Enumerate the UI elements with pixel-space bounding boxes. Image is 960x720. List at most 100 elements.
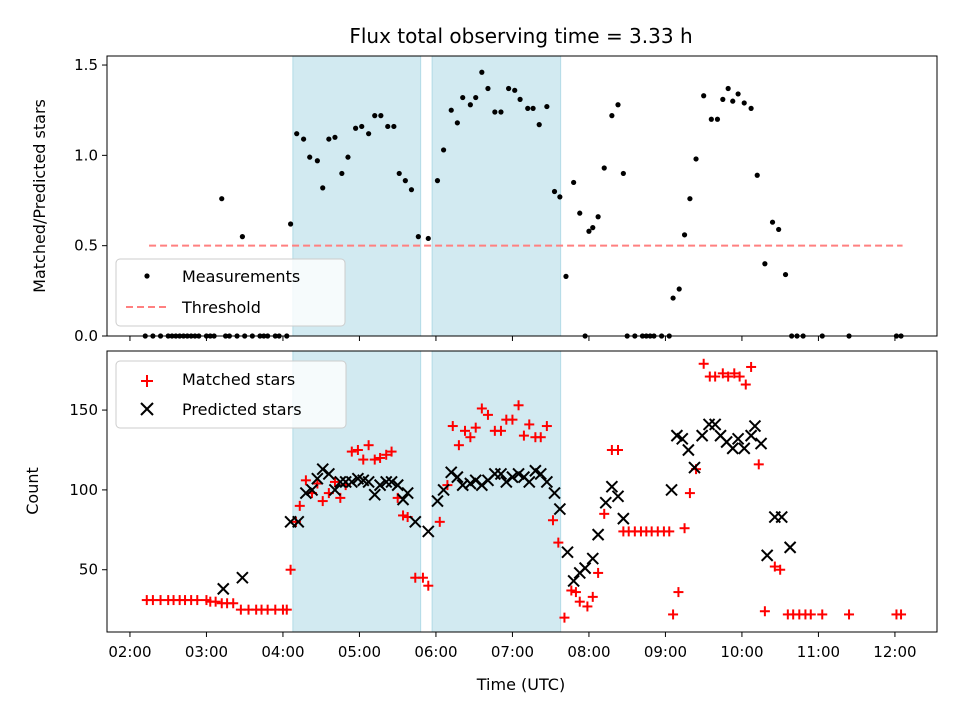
measurement-point-101 [741, 100, 747, 106]
x-tick-label-8: 10:00 [720, 643, 763, 661]
matched-point-104 [769, 561, 780, 572]
measurement-point-57 [479, 69, 485, 75]
measurement-point-77 [601, 165, 607, 171]
matched-point-72 [574, 596, 585, 607]
measurement-point-97 [720, 96, 726, 102]
predicted-point-8 [322, 467, 336, 481]
legend-measurements-marker [144, 273, 150, 279]
matched-point-89 [673, 587, 684, 598]
bottom-shaded-interval-1 [431, 350, 562, 633]
measurement-point-62 [512, 87, 518, 93]
x-tick-label-2: 04:00 [261, 643, 304, 661]
chart-title: Flux total observing time = 3.33 h [349, 24, 692, 48]
measurement-point-89 [670, 295, 676, 301]
measurement-point-99 [730, 98, 736, 104]
matched-point-111 [817, 609, 828, 620]
measurement-point-44 [391, 123, 397, 130]
predicted-point-71 [754, 437, 768, 450]
matched-point-65 [535, 432, 546, 443]
measurement-point-31 [307, 154, 313, 160]
matched-point-41 [386, 446, 397, 457]
legend-predicted-marker [140, 402, 154, 416]
predicted-point-66 [726, 442, 739, 455]
top-panel: 0.0 0.5 1.0 1.5 Matched/Predicted stars Mea… [30, 55, 938, 345]
matched-point-38 [369, 454, 380, 465]
predicted-point-4 [299, 486, 313, 500]
matched-point-35 [352, 444, 363, 455]
measurement-point-42 [378, 113, 384, 119]
top-panel-frame [106, 55, 938, 337]
predicted-point-59 [682, 443, 695, 457]
measurement-point-98 [725, 85, 731, 92]
matched-point-46 [417, 572, 428, 583]
measurement-point-55 [467, 102, 473, 108]
predicted-point-47 [567, 574, 580, 588]
matched-point-25 [294, 500, 305, 511]
predicted-point-15 [362, 475, 375, 489]
matched-point-39 [375, 452, 386, 463]
top-y-tick-label-3: 1.5 [74, 56, 98, 74]
measurement-point-39 [359, 123, 365, 130]
predicted-point-60 [688, 461, 701, 474]
predicted-point-5 [305, 483, 319, 497]
predicted-point-25 [431, 494, 444, 508]
measurement-point-79 [615, 102, 621, 108]
legend-matched-marker [141, 375, 153, 387]
legend-threshold-label: Threshold [181, 298, 261, 317]
measurement-point-49 [425, 235, 431, 242]
matched-point-14 [228, 598, 239, 609]
measurement-point-48 [415, 234, 421, 240]
legend-predicted-label: Predicted stars [182, 400, 302, 419]
predicted-point-68 [738, 442, 751, 455]
predicted-point-12 [345, 475, 358, 489]
bottom-y-tick-label-2: 150 [69, 401, 98, 419]
matched-point-98 [729, 368, 740, 379]
measurement-point-30 [300, 136, 307, 142]
measurement-point-102 [748, 105, 754, 111]
predicted-point-54 [611, 490, 625, 503]
predicted-point-9 [328, 483, 342, 497]
predicted-point-6 [311, 472, 324, 485]
x-axis-label: Time (UTC) [476, 675, 565, 694]
matched-point-47 [423, 580, 434, 591]
matched-point-74 [587, 591, 598, 602]
measurement-point-40 [366, 131, 372, 137]
matched-point-73 [582, 601, 593, 612]
measurement-point-28 [287, 221, 294, 227]
matched-point-93 [698, 358, 709, 369]
matched-point-37 [363, 440, 374, 451]
matched-point-55 [476, 403, 487, 414]
predicted-point-24 [422, 525, 435, 538]
measurement-point-60 [498, 109, 504, 115]
predicted-point-26 [437, 483, 450, 497]
matched-stars-points [141, 358, 907, 623]
measurement-point-66 [536, 122, 542, 128]
predicted-point-22 [401, 486, 414, 500]
matched-point-51 [453, 440, 464, 451]
predicted-point-69 [744, 429, 758, 442]
predicted-stars-points [217, 418, 797, 596]
matched-point-8 [192, 595, 203, 606]
measurement-point-68 [551, 188, 558, 195]
top-y-tick-label-1: 0.5 [74, 237, 98, 255]
predicted-point-63 [708, 418, 722, 431]
measurement-point-92 [687, 196, 693, 202]
top-y-tick-label-0: 0.0 [74, 327, 98, 345]
predicted-point-28 [451, 470, 464, 484]
matched-point-43 [398, 510, 409, 521]
predicted-point-21 [396, 493, 410, 506]
matched-point-100 [740, 379, 751, 390]
measurement-point-35 [332, 134, 338, 140]
measurement-point-104 [762, 261, 768, 267]
matched-point-36 [358, 454, 369, 465]
measurement-point-107 [782, 271, 789, 278]
predicted-point-1 [236, 571, 249, 584]
matched-point-48 [434, 516, 445, 527]
matched-point-31 [329, 476, 340, 487]
matched-point-88 [668, 609, 679, 620]
matched-point-76 [599, 508, 610, 519]
matched-point-29 [317, 496, 328, 507]
measurement-point-33 [320, 185, 326, 191]
x-tick-label-1: 03:00 [185, 643, 228, 661]
legend-matched-label: Matched stars [182, 370, 295, 389]
